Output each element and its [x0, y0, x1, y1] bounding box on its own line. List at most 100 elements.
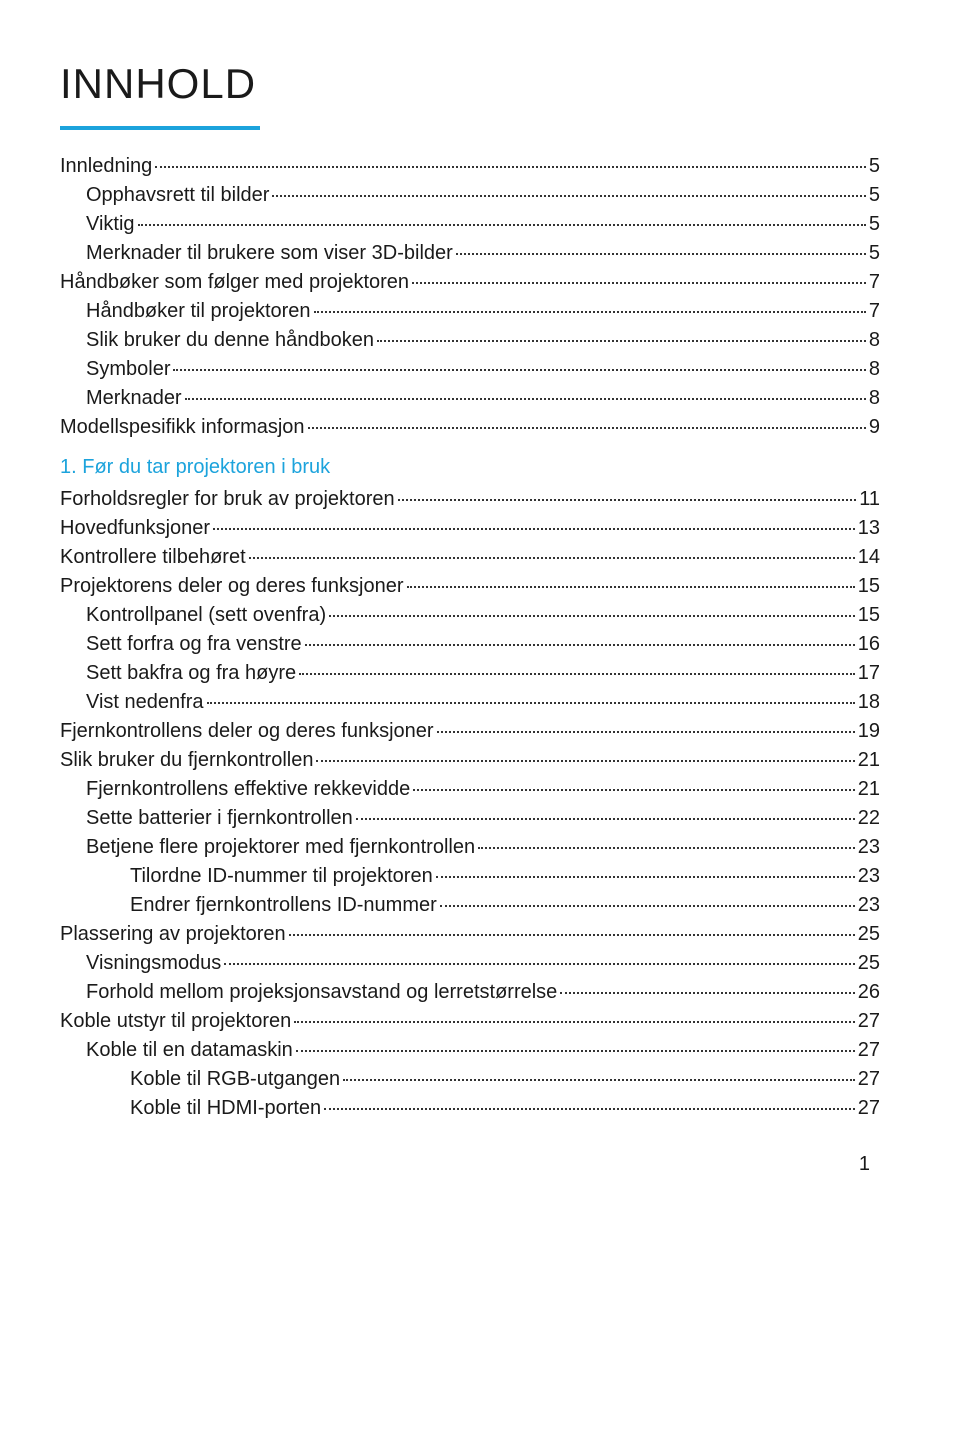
toc-leader	[456, 253, 866, 255]
toc-label: Vist nedenfra	[86, 691, 204, 714]
toc-label: Sette batterier i fjernkontrollen	[86, 807, 353, 830]
toc-label: Tilordne ID-nummer til projektoren	[130, 865, 433, 888]
toc-page-number: 18	[858, 691, 880, 714]
toc-page-number: 5	[869, 242, 880, 265]
toc-page-number: 16	[858, 633, 880, 656]
toc-leader	[560, 992, 854, 994]
toc-entry[interactable]: Modellspesifikk informasjon 9	[60, 413, 880, 442]
toc-page-number: 22	[858, 807, 880, 830]
toc-label: Plassering av projektoren	[60, 923, 286, 946]
accent-rule	[60, 126, 260, 130]
toc-page-number: 11	[859, 488, 880, 511]
toc-entry[interactable]: Sett forfra og fra venstre 16	[86, 630, 880, 659]
toc-entry[interactable]: Håndbøker til projektoren7	[86, 297, 880, 326]
toc-entry[interactable]: Projektorens deler og deres funksjoner15	[60, 572, 880, 601]
toc-entry[interactable]: Koble til RGB-utgangen 27	[130, 1065, 880, 1094]
toc-label: Kontrollere tilbehøret	[60, 546, 246, 569]
toc-page-number: 23	[858, 865, 880, 888]
toc-entry[interactable]: Endrer fjernkontrollens ID-nummer23	[130, 891, 880, 920]
toc-leader	[272, 195, 865, 197]
toc-page-number: 21	[858, 749, 880, 772]
toc-page-number: 19	[858, 720, 880, 743]
toc-entry[interactable]: Sett bakfra og fra høyre17	[86, 659, 880, 688]
toc-entry[interactable]: Merknader8	[86, 384, 880, 413]
toc-label: Modellspesifikk informasjon	[60, 416, 305, 439]
toc-label: Endrer fjernkontrollens ID-nummer	[130, 894, 437, 917]
toc-entry[interactable]: Fjernkontrollens effektive rekkevidde21	[86, 775, 880, 804]
toc-leader	[213, 528, 855, 530]
toc-entry[interactable]: Håndbøker som følger med projektoren 7	[60, 268, 880, 297]
toc-entry[interactable]: Fjernkontrollens deler og deres funksjon…	[60, 717, 880, 746]
toc-leader	[173, 369, 865, 371]
toc-page: INNHOLD Innledning5Opphavsrett til bilde…	[0, 0, 960, 1206]
toc-page-number: 27	[858, 1010, 880, 1033]
toc-page-number: 5	[869, 213, 880, 236]
toc-entry[interactable]: Opphavsrett til bilder5	[86, 181, 880, 210]
toc-entry[interactable]: Forhold mellom projeksjonsavstand og ler…	[86, 978, 880, 1007]
toc-label: Håndbøker som følger med projektoren	[60, 271, 409, 294]
toc-label: Koble til HDMI-porten	[130, 1097, 321, 1120]
toc-label: Forhold mellom projeksjonsavstand og ler…	[86, 981, 557, 1004]
toc-leader	[138, 224, 866, 226]
toc-entry[interactable]: Forholdsregler for bruk av projektoren 11	[60, 485, 880, 514]
toc-page-number: 5	[869, 155, 880, 178]
toc-entry[interactable]: Plassering av projektoren 25	[60, 920, 880, 949]
section-heading: 1. Før du tar projektoren i bruk	[60, 456, 880, 479]
toc-page-number: 9	[869, 416, 880, 439]
toc-leader	[314, 311, 866, 313]
toc-label: Fjernkontrollens effektive rekkevidde	[86, 778, 410, 801]
toc-label: Opphavsrett til bilder	[86, 184, 269, 207]
toc-label: Koble til RGB-utgangen	[130, 1068, 340, 1091]
toc-entry[interactable]: Koble til HDMI-porten27	[130, 1094, 880, 1123]
toc-leader	[207, 702, 855, 704]
toc-page-number: 25	[858, 952, 880, 975]
toc-label: Fjernkontrollens deler og deres funksjon…	[60, 720, 434, 743]
toc-leader	[294, 1021, 855, 1023]
toc-page-number: 8	[869, 387, 880, 410]
toc-entry[interactable]: Koble utstyr til projektoren 27	[60, 1007, 880, 1036]
toc-leader	[343, 1079, 855, 1081]
toc-page-number: 17	[858, 662, 880, 685]
toc-leader	[299, 673, 855, 675]
toc-label: Visningsmodus	[86, 952, 221, 975]
toc-page-number: 27	[858, 1068, 880, 1091]
toc-entry[interactable]: Tilordne ID-nummer til projektoren 23	[130, 862, 880, 891]
toc-label: Slik bruker du fjernkontrollen	[60, 749, 313, 772]
toc-label: Kontrollpanel (sett ovenfra)	[86, 604, 326, 627]
toc-leader	[436, 876, 855, 878]
toc-page-number: 25	[858, 923, 880, 946]
toc-leader	[155, 166, 866, 168]
toc-entry[interactable]: Sette batterier i fjernkontrollen 22	[86, 804, 880, 833]
toc-page-number: 14	[858, 546, 880, 569]
toc-page-number: 7	[869, 271, 880, 294]
toc-leader	[324, 1108, 855, 1110]
toc-label: Slik bruker du denne håndboken	[86, 329, 374, 352]
toc-entry[interactable]: Innledning5	[60, 152, 880, 181]
toc-entry[interactable]: Vist nedenfra 18	[86, 688, 880, 717]
toc-label: Sett forfra og fra venstre	[86, 633, 302, 656]
toc-entry[interactable]: Slik bruker du denne håndboken8	[86, 326, 880, 355]
toc-entry[interactable]: Koble til en datamaskin27	[86, 1036, 880, 1065]
toc-label: Betjene flere projektorer med fjernkontr…	[86, 836, 475, 859]
toc-label: Merknader til brukere som viser 3D-bilde…	[86, 242, 453, 265]
toc-label: Forholdsregler for bruk av projektoren	[60, 488, 395, 511]
toc-entry[interactable]: Betjene flere projektorer med fjernkontr…	[86, 833, 880, 862]
toc-list: Innledning5Opphavsrett til bilder5Viktig…	[60, 152, 880, 1123]
toc-entry[interactable]: Symboler8	[86, 355, 880, 384]
toc-entry[interactable]: Visningsmodus 25	[86, 949, 880, 978]
toc-leader	[377, 340, 866, 342]
toc-label: Koble utstyr til projektoren	[60, 1010, 291, 1033]
toc-page-number: 23	[858, 836, 880, 859]
toc-entry[interactable]: Hovedfunksjoner13	[60, 514, 880, 543]
toc-leader	[478, 847, 855, 849]
toc-page-number: 15	[858, 604, 880, 627]
toc-entry[interactable]: Viktig5	[86, 210, 880, 239]
toc-leader	[305, 644, 855, 646]
toc-entry[interactable]: Kontrollpanel (sett ovenfra) 15	[86, 601, 880, 630]
toc-entry[interactable]: Kontrollere tilbehøret 14	[60, 543, 880, 572]
page-number: 1	[60, 1153, 880, 1176]
toc-page-number: 13	[858, 517, 880, 540]
toc-entry[interactable]: Merknader til brukere som viser 3D-bilde…	[86, 239, 880, 268]
toc-entry[interactable]: Slik bruker du fjernkontrollen 21	[60, 746, 880, 775]
toc-label: Koble til en datamaskin	[86, 1039, 293, 1062]
